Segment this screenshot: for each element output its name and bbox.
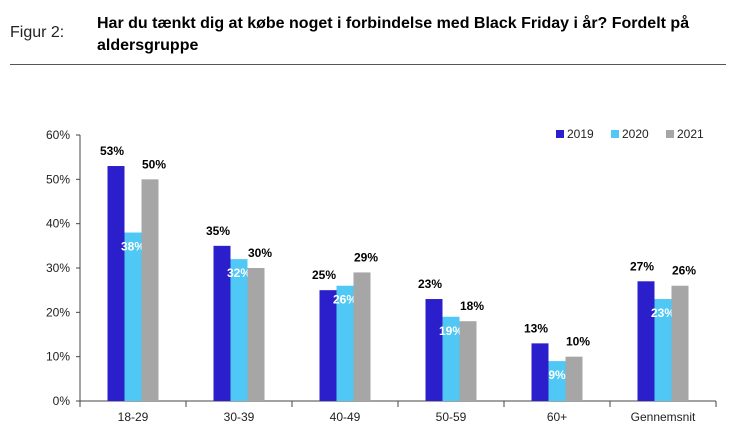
bar bbox=[565, 356, 583, 401]
x-tick-label: 18-29 bbox=[118, 410, 149, 424]
bar bbox=[548, 361, 566, 401]
bar bbox=[107, 166, 125, 401]
x-tick-label: Gennemsnit bbox=[631, 410, 696, 424]
figure-label: Figur 2: bbox=[10, 24, 65, 41]
data-label: 53% bbox=[100, 144, 124, 158]
bar bbox=[637, 281, 655, 401]
x-tick-label: 50-59 bbox=[436, 410, 467, 424]
data-label: 29% bbox=[354, 250, 378, 264]
data-label: 35% bbox=[206, 224, 230, 238]
legend-entry: 2020 bbox=[622, 127, 649, 141]
bar bbox=[442, 316, 460, 401]
data-label: 13% bbox=[524, 321, 548, 335]
bar bbox=[230, 259, 248, 401]
bar bbox=[213, 245, 231, 401]
data-label: 23% bbox=[651, 306, 675, 320]
x-tick-label: 60+ bbox=[547, 410, 567, 424]
bar bbox=[247, 268, 265, 401]
legend-entry: 2019 bbox=[567, 127, 594, 141]
y-tick-label: 10% bbox=[46, 350, 70, 364]
data-label: 26% bbox=[672, 264, 696, 278]
data-label: 38% bbox=[121, 240, 145, 254]
legend-swatch bbox=[556, 130, 564, 138]
title-divider bbox=[10, 64, 726, 65]
y-tick-label: 30% bbox=[46, 261, 70, 275]
bar bbox=[336, 285, 354, 401]
bar bbox=[459, 321, 477, 401]
legend-entry: 2021 bbox=[677, 127, 704, 141]
bar bbox=[425, 299, 443, 401]
legend-swatch bbox=[611, 130, 619, 138]
data-label: 23% bbox=[418, 277, 442, 291]
data-label: 25% bbox=[312, 268, 336, 282]
data-label: 50% bbox=[142, 157, 166, 171]
data-label: 9% bbox=[548, 368, 566, 382]
data-label: 27% bbox=[630, 259, 654, 273]
data-label: 10% bbox=[566, 335, 590, 349]
bar bbox=[671, 285, 689, 401]
data-label: 18% bbox=[460, 299, 484, 313]
bar bbox=[319, 290, 337, 401]
y-tick-label: 60% bbox=[46, 128, 70, 142]
y-tick-label: 50% bbox=[46, 172, 70, 186]
chart-title: Har du tænkt dig at købe noget i forbind… bbox=[97, 15, 690, 54]
bar bbox=[124, 232, 142, 401]
legend-swatch bbox=[666, 130, 674, 138]
data-label: 30% bbox=[248, 246, 272, 260]
bar bbox=[353, 272, 371, 401]
x-tick-label: 30-39 bbox=[224, 410, 255, 424]
y-tick-label: 40% bbox=[46, 217, 70, 231]
y-tick-label: 0% bbox=[53, 394, 71, 408]
bar bbox=[654, 299, 672, 401]
data-label: 26% bbox=[333, 293, 357, 307]
bar bbox=[531, 343, 549, 401]
bar bbox=[141, 179, 159, 401]
data-label: 19% bbox=[439, 324, 463, 338]
data-label: 32% bbox=[227, 266, 251, 280]
x-tick-label: 40-49 bbox=[330, 410, 361, 424]
y-tick-label: 20% bbox=[46, 305, 70, 319]
